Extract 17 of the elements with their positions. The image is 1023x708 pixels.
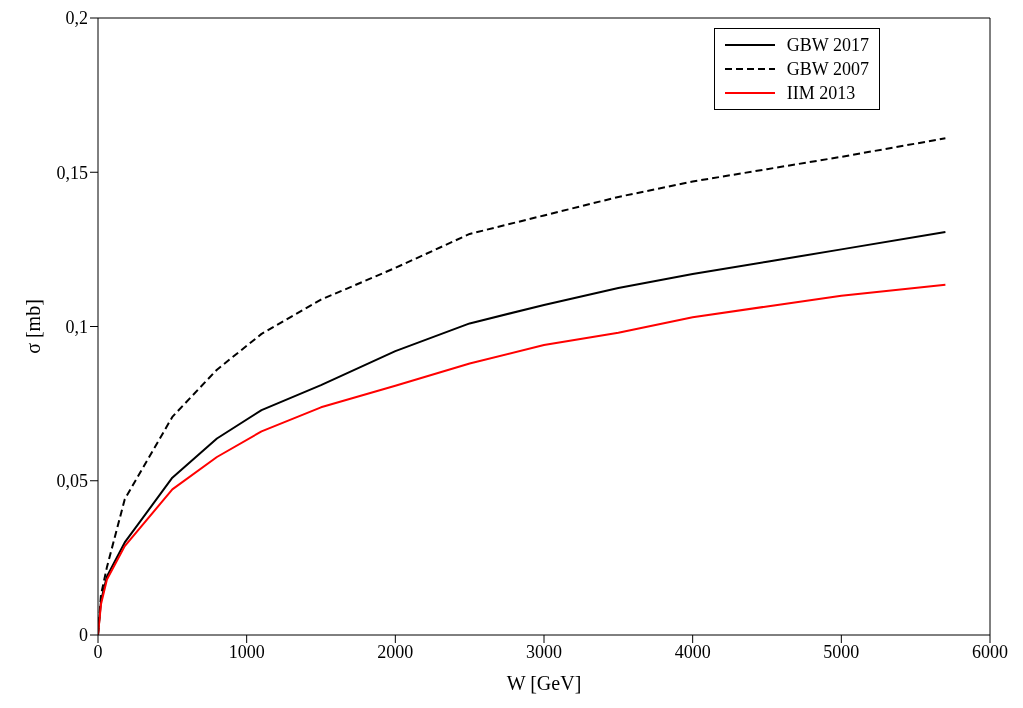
x-tick-label: 5000 xyxy=(823,641,860,662)
x-tick-label: 4000 xyxy=(674,641,711,662)
x-axis-title: W [GeV] xyxy=(506,672,582,694)
y-tick-label: 0,2 xyxy=(65,8,88,29)
x-tick-label: 1000 xyxy=(228,641,265,662)
legend-label: IIM 2013 xyxy=(786,82,856,104)
x-tick-label: 6000 xyxy=(972,641,1008,662)
legend-label: GBW 2017 xyxy=(786,34,869,56)
y-tick-label: 0,15 xyxy=(56,162,88,183)
y-tick-label: 0,05 xyxy=(56,471,88,492)
y-tick-label: 0,1 xyxy=(65,316,88,337)
x-tick-label: 0 xyxy=(93,641,103,662)
y-tick-label: 0 xyxy=(79,625,88,646)
legend-label: GBW 2007 xyxy=(786,58,869,80)
x-tick-label: 3000 xyxy=(526,641,562,662)
y-axis-title: σ [mb] xyxy=(22,299,45,354)
x-tick-label: 2000 xyxy=(377,641,414,662)
